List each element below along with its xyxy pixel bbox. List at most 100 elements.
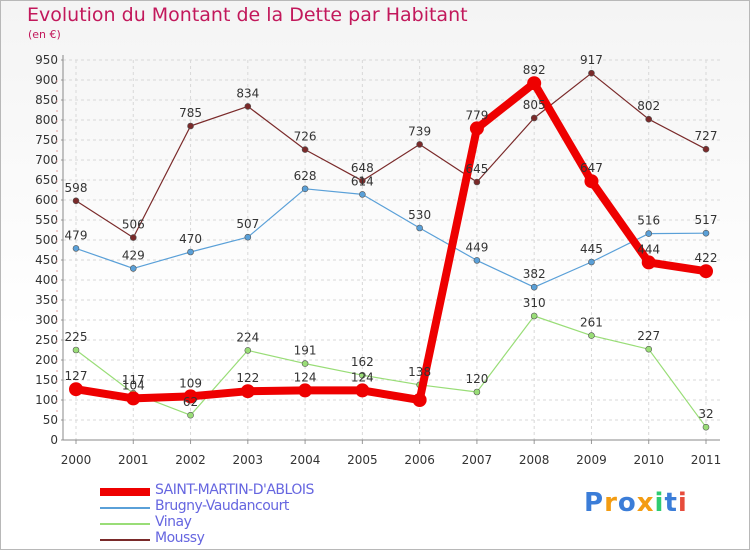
x-tick-label: 2004 [290,453,321,467]
data-point [187,248,194,256]
data-label: 645 [465,162,488,176]
y-tick-label: 900 [35,73,58,87]
data-point [469,121,484,136]
data-point [240,384,255,399]
y-tick-label: 800 [35,113,58,127]
data-point [702,423,710,431]
data-point [72,346,80,354]
data-label: 727 [695,129,718,143]
y-tick-label: 200 [35,353,58,367]
data-label: 225 [65,330,88,344]
data-point [702,145,710,153]
data-label: 227 [637,329,660,343]
data-point [473,178,481,186]
data-label: 479 [65,228,88,242]
data-label: 507 [236,217,259,231]
data-label: 104 [122,378,145,392]
chart-title: Evolution du Montant de la Dette par Hab… [27,4,468,26]
data-point [244,347,252,354]
data-label: 261 [580,316,603,330]
legend-label: Moussy [155,530,205,546]
data-point [473,388,481,396]
data-point [359,177,366,185]
data-point [699,264,713,279]
data-label: 429 [122,248,145,262]
data-label: 449 [465,240,488,254]
data-label: 805 [523,98,546,112]
data-point [187,122,194,130]
data-label: 124 [294,370,317,384]
series-line [75,72,707,239]
data-label: 191 [294,344,317,358]
y-tick-label: 550 [35,213,58,227]
data-point [298,383,313,398]
data-point [301,185,309,193]
data-point [473,257,481,264]
data-label: 516 [637,214,660,228]
legend-swatch [100,507,150,509]
data-label: 726 [294,130,317,144]
series-line [72,79,710,404]
data-label: 224 [236,330,259,344]
data-point [412,393,427,407]
y-tick-label: 700 [35,153,58,167]
unit-label: (en €) [28,28,61,41]
data-point [72,197,80,205]
data-point [588,258,595,266]
y-tick-label: 50 [43,413,58,427]
data-label: 785 [179,106,202,120]
y-tick-label: 350 [35,293,58,307]
data-point [359,191,366,198]
data-point [588,69,595,77]
data-point [530,114,538,122]
y-tick-label: 750 [35,133,58,147]
data-point [301,146,309,153]
data-label: 109 [179,376,202,390]
data-label: 122 [236,371,259,385]
legend-swatch [100,523,150,525]
data-point [530,283,538,291]
data-point [702,229,710,237]
y-tick-label: 100 [35,393,58,407]
legend-label: Vinay [155,514,192,530]
data-label: 739 [408,124,431,138]
x-tick-label: 2001 [118,453,149,467]
data-label: 628 [294,169,317,183]
data-point [244,103,252,110]
data-label: 117 [122,373,145,387]
data-label: 917 [580,53,603,67]
data-point [359,371,366,379]
data-label: 614 [351,174,374,188]
data-point [301,360,309,367]
x-tick-label: 2009 [576,453,607,467]
data-label: 470 [179,232,202,246]
y-tick-label: 250 [35,333,58,347]
data-label: 310 [523,296,546,310]
data-label: 517 [695,213,718,227]
proxiti-logo: Proxiti [584,488,688,518]
data-label: 445 [580,242,603,256]
data-point [244,233,252,241]
data-point [527,76,542,91]
data-point [129,265,137,272]
data-label: 834 [236,86,259,100]
data-label: 648 [351,161,374,175]
data-point [187,411,194,419]
data-label: 120 [465,372,488,386]
data-label: 598 [65,181,88,195]
x-tick-label: 2007 [462,453,493,467]
data-label: 32 [698,407,713,421]
y-tick-label: 650 [35,173,58,187]
x-tick-label: 2003 [233,453,264,467]
y-tick-label: 450 [35,253,58,267]
data-point [72,245,80,252]
data-label: 444 [637,242,660,256]
y-tick-label: 500 [35,233,58,247]
y-tick-label: 300 [35,313,58,327]
y-tick-label: 600 [35,193,58,207]
data-point [530,312,538,320]
data-point [129,234,137,241]
data-point [584,174,599,189]
